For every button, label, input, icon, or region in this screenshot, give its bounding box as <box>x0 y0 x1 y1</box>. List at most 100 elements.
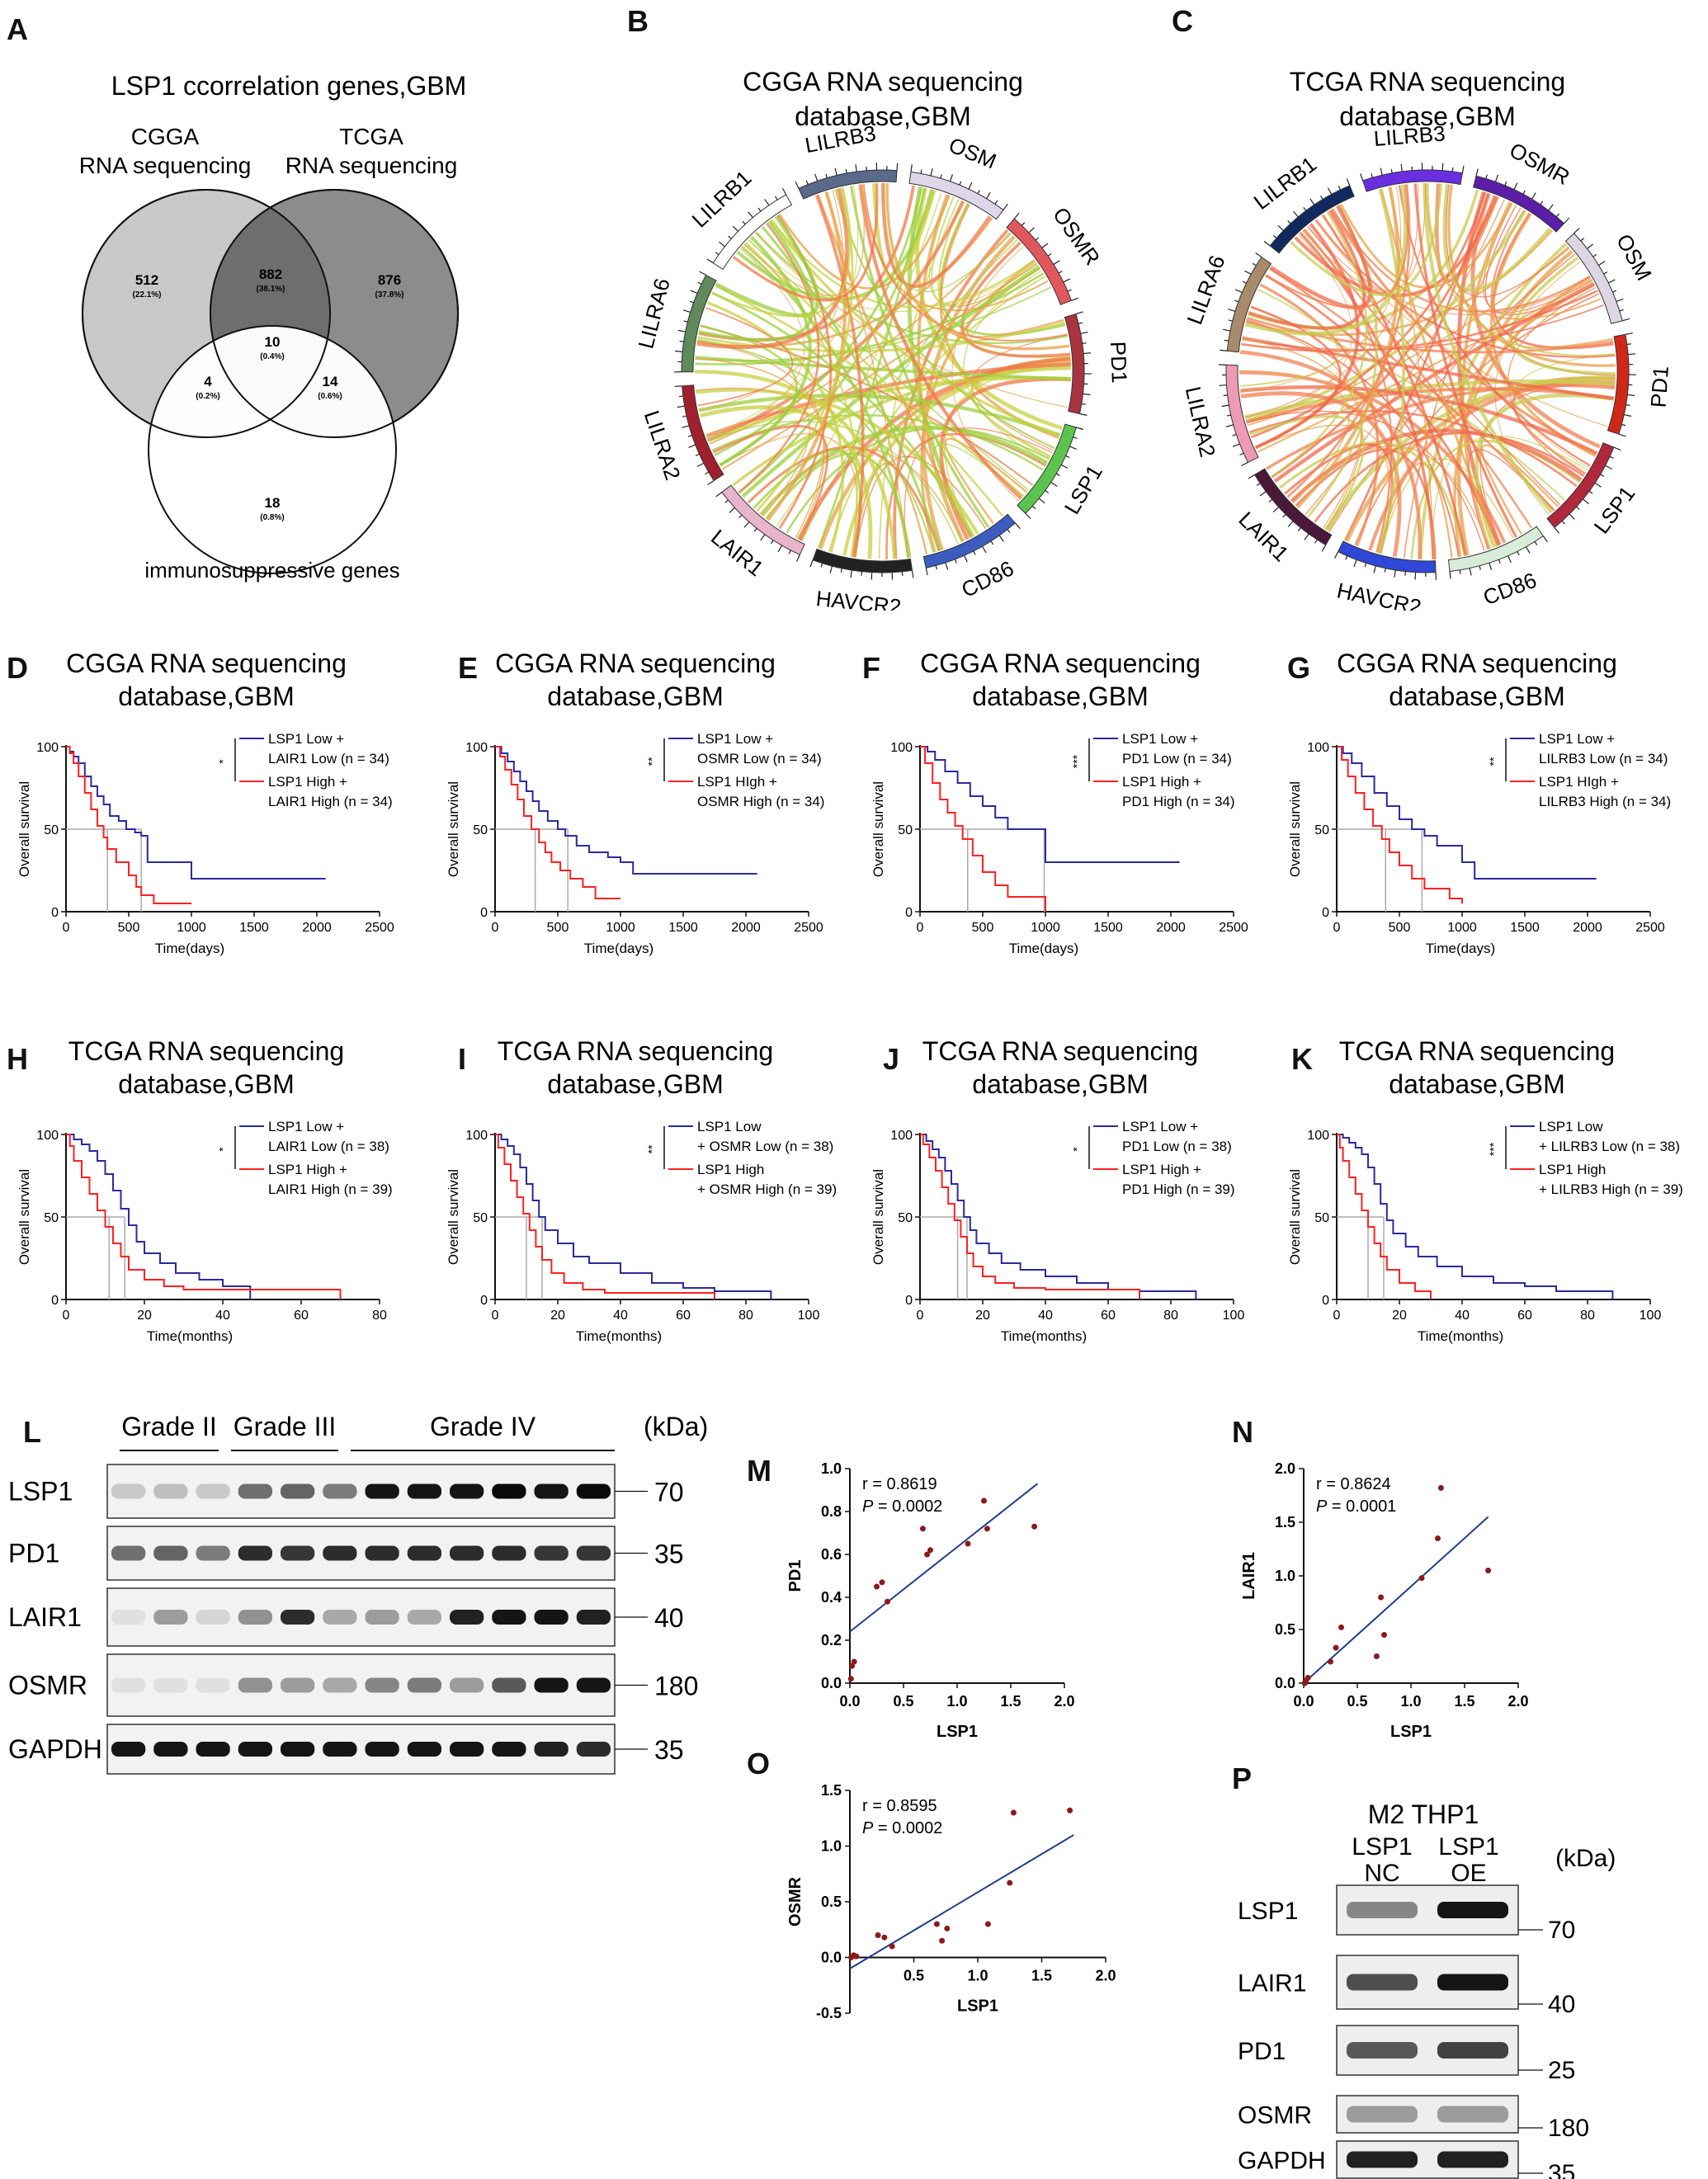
chord-ribbon <box>1290 446 1490 549</box>
blot-band <box>1347 1974 1418 1991</box>
legend-text: LSP1 Low + <box>697 731 773 747</box>
legend-text: PD1 High (n = 34) <box>1122 794 1235 809</box>
chord-tick <box>1555 213 1560 218</box>
km-curve-low <box>1337 1134 1614 1299</box>
chord-ribbon <box>695 357 826 540</box>
venn-region-pct: (22.1%) <box>132 290 161 299</box>
chord-tick <box>1594 482 1602 488</box>
chord-tick <box>1498 559 1501 564</box>
chord-tick <box>1221 404 1229 408</box>
chord-tick <box>1303 207 1307 211</box>
chord-tick <box>1239 452 1244 455</box>
km-title: CGGA RNA sequencing <box>66 649 347 678</box>
km-title: TCGA RNA sequencing <box>68 1036 344 1066</box>
panel-letter-n: N <box>1232 1415 1253 1449</box>
chord-tick <box>1613 446 1621 451</box>
chord-ribbon <box>1447 184 1616 367</box>
chord-tick <box>748 211 753 219</box>
y-axis-label: Overall survival <box>871 781 886 877</box>
legend-text: LAIR1 High (n = 34) <box>268 794 393 809</box>
chord-tick <box>689 300 694 304</box>
x-tick-label: 20 <box>1392 1309 1407 1323</box>
chord-ribbon <box>695 272 1045 366</box>
chord-sector-label: LILRB3 <box>1373 120 1446 151</box>
blot-band <box>196 1610 230 1625</box>
data-point <box>981 1497 987 1504</box>
chord-ribbon <box>1271 211 1368 478</box>
chord-tick <box>1319 196 1323 200</box>
blot-band <box>576 1742 611 1757</box>
blot-row-gapdh: GAPDH 35 <box>1238 2140 1575 2179</box>
x-tick-label: 20 <box>550 1309 565 1323</box>
y-tick-label: 1.0 <box>821 1460 842 1477</box>
chord-tick <box>683 320 688 323</box>
western-blot-m2-thp1: M2 THP1LSP1NCLSP1OE(kDa)LSP170LAIR140PD1… <box>1238 1799 1616 2179</box>
chord-tick <box>1272 507 1280 513</box>
chord-tick <box>1605 465 1612 470</box>
chord-tick <box>1060 464 1069 469</box>
x-tick-label: 2500 <box>1219 921 1248 935</box>
blot-band <box>1437 2042 1508 2059</box>
blot-band <box>576 1545 611 1561</box>
chord-sector-label: LSP1 <box>1059 460 1107 518</box>
data-point <box>1485 1568 1492 1573</box>
km-title: database,GBM <box>547 1069 723 1099</box>
venn-right-label-1: TCGA <box>339 124 403 149</box>
y-axis-label: OSMR <box>786 1876 804 1927</box>
chord-tick <box>1592 253 1597 257</box>
blot-protein-label: PD1 <box>1238 2038 1286 2065</box>
chord-tick <box>964 554 968 563</box>
chord-tick <box>682 309 691 314</box>
chord-tick <box>1338 186 1342 191</box>
legend-text: LSP1 Low <box>697 1119 762 1134</box>
p-symbol: P <box>1316 1497 1328 1516</box>
x-tick-label: 1500 <box>668 921 698 935</box>
blot-band <box>281 1742 315 1757</box>
chord-ribbon <box>1442 184 1551 292</box>
blot-row-pd1: PD1 35 <box>8 1526 684 1581</box>
y-tick-label: 50 <box>44 1211 59 1225</box>
data-point <box>1328 1658 1333 1665</box>
chord-tick <box>840 568 842 573</box>
venn-region-pct: (0.6%) <box>318 392 342 401</box>
chord-tick <box>930 168 933 177</box>
data-point <box>1010 1809 1017 1816</box>
chord-tick <box>1517 551 1520 556</box>
chord-tick <box>1494 174 1499 182</box>
chord-ribbon <box>705 185 859 437</box>
blot-band <box>1347 2151 1418 2168</box>
blot-band <box>153 1483 188 1499</box>
chord-tick <box>1548 204 1554 211</box>
blot-band <box>1437 1902 1508 1918</box>
chord-sector-lair1 <box>1253 468 1333 546</box>
chord-tick <box>1576 506 1580 510</box>
legend-text: LSP1 High + <box>268 1162 347 1177</box>
chord-ribbon <box>696 187 849 350</box>
legend-text: LSP1 High + <box>268 774 347 790</box>
chord-ribbon <box>1389 186 1435 559</box>
x-axis-label: LSP1 <box>1390 1723 1432 1741</box>
panel-letter-a: A <box>7 12 28 46</box>
chord-tick <box>959 181 962 186</box>
chord-ribbon <box>1254 223 1360 450</box>
blot-protein-label: LAIR1 <box>1238 1970 1306 1997</box>
chord-ribbon <box>1432 435 1588 559</box>
blot-band <box>111 1545 146 1561</box>
blot-band <box>111 1677 146 1693</box>
x-axis-label: Time(days) <box>1009 941 1078 956</box>
x-tick-label: 0 <box>63 1309 70 1323</box>
x-tick-label: 500 <box>547 921 569 935</box>
blot-band <box>323 1483 357 1499</box>
regression-line <box>849 1483 1039 1633</box>
blot-band <box>534 1545 569 1561</box>
chord-sector-pd1 <box>1607 333 1630 435</box>
chord-tick <box>1003 203 1008 210</box>
chord-tick <box>1232 443 1240 447</box>
chord-ribbon <box>694 370 897 559</box>
chord-tick <box>935 565 938 570</box>
kda-header: (kDa) <box>644 1412 708 1441</box>
x-tick-label: 60 <box>1517 1309 1532 1323</box>
chord-ribbon <box>815 194 865 558</box>
chord-tick <box>678 395 683 398</box>
blot-band <box>238 1545 272 1561</box>
